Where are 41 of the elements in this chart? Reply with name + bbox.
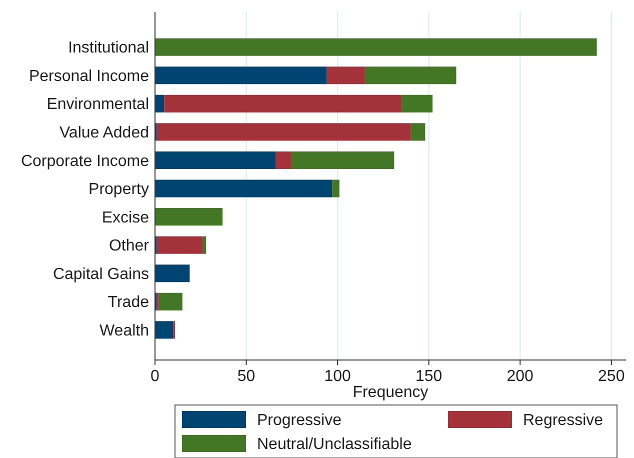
y-tick-label: Other — [108, 238, 150, 255]
x-tick-label: 150 — [415, 368, 442, 385]
bar — [326, 66, 365, 84]
x-tick-label: 50 — [237, 368, 256, 385]
bar — [158, 292, 182, 310]
bar — [155, 180, 332, 198]
x-tick-label: 250 — [598, 368, 625, 385]
bar — [332, 180, 340, 198]
bar — [156, 236, 202, 254]
bar — [155, 38, 597, 56]
bar — [202, 236, 206, 254]
bar — [164, 94, 402, 112]
bar — [364, 66, 456, 84]
bar — [292, 151, 394, 169]
y-tick-label: Trade — [108, 294, 150, 312]
y-tick-label: Institutional — [68, 40, 149, 57]
bar — [275, 151, 292, 169]
y-tick-label: Corporate Income — [20, 152, 150, 170]
x-tick-label: 100 — [324, 368, 352, 385]
bar — [155, 321, 174, 339]
bar — [156, 123, 411, 141]
y-tick-label: Capital Gains — [52, 266, 149, 283]
bar — [155, 208, 223, 226]
legend-label: Progressive — [257, 412, 342, 429]
bar — [155, 264, 190, 282]
bar — [155, 94, 164, 112]
y-tick-label: Value Added — [59, 124, 149, 142]
x-axis-title: Frequency — [352, 384, 428, 401]
bar — [410, 123, 426, 141]
x-tick-label: 200 — [506, 368, 534, 385]
x-tick-label: 0 — [150, 368, 160, 385]
y-tick-label: Property — [88, 181, 149, 198]
bar — [401, 94, 432, 112]
legend-label: Regressive — [523, 412, 604, 429]
legend-label: Neutral/Unclassifiable — [257, 436, 412, 453]
y-tick-label: Personal Income — [28, 68, 150, 85]
bar — [155, 66, 327, 84]
y-tick-label: Excise — [102, 209, 150, 226]
y-tick-label: Environmental — [46, 96, 149, 114]
bar — [155, 151, 276, 169]
y-tick-label: Wealth — [99, 322, 149, 340]
